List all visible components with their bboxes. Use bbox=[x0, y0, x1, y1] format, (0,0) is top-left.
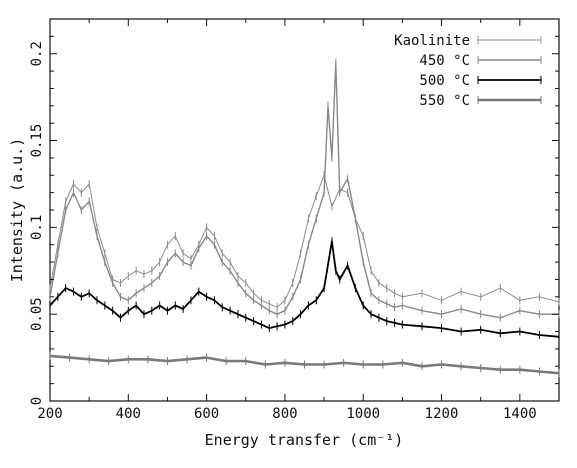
series-2 bbox=[49, 58, 560, 322]
legend-label: 450 °C bbox=[419, 53, 470, 69]
legend: Kaolinite 450 °C 500 °C 550 °C bbox=[394, 33, 542, 109]
y-tick-label: 0.05 bbox=[29, 297, 45, 331]
series-4 bbox=[49, 351, 560, 378]
plot-frame bbox=[49, 18, 560, 402]
series-line bbox=[49, 61, 559, 319]
x-tick-label: 400 bbox=[116, 406, 141, 422]
legend-label: 550 °C bbox=[419, 93, 470, 109]
x-tick-label: 600 bbox=[194, 406, 219, 422]
x-tick-label: 1200 bbox=[425, 406, 459, 422]
series-layer bbox=[49, 58, 560, 378]
x-axis: 200 400 600 800 1000 1200 1400 bbox=[37, 19, 560, 422]
series-1 bbox=[49, 171, 560, 312]
x-axis-title: Energy transfer (cm⁻¹) bbox=[205, 431, 404, 449]
y-tick-label: 0 bbox=[29, 397, 45, 405]
x-tick-label: 800 bbox=[272, 406, 297, 422]
x-tick-label: 1000 bbox=[346, 406, 380, 422]
legend-label: Kaolinite bbox=[394, 33, 470, 49]
x-tick-label: 200 bbox=[37, 406, 62, 422]
y-axis-title: Intensity (a.u.) bbox=[8, 138, 26, 283]
series-line bbox=[49, 174, 560, 308]
series-3 bbox=[49, 237, 560, 341]
y-tick-label: 0.15 bbox=[29, 124, 45, 158]
series-line bbox=[49, 240, 560, 338]
y-tick-label: 0.2 bbox=[29, 41, 45, 66]
y-axis: 0 0.05 0.1 0.15 0.2 bbox=[29, 35, 559, 405]
y-tick-label: 0.1 bbox=[29, 215, 45, 240]
legend-label: 500 °C bbox=[419, 73, 470, 89]
x-tick-label: 1400 bbox=[503, 406, 537, 422]
